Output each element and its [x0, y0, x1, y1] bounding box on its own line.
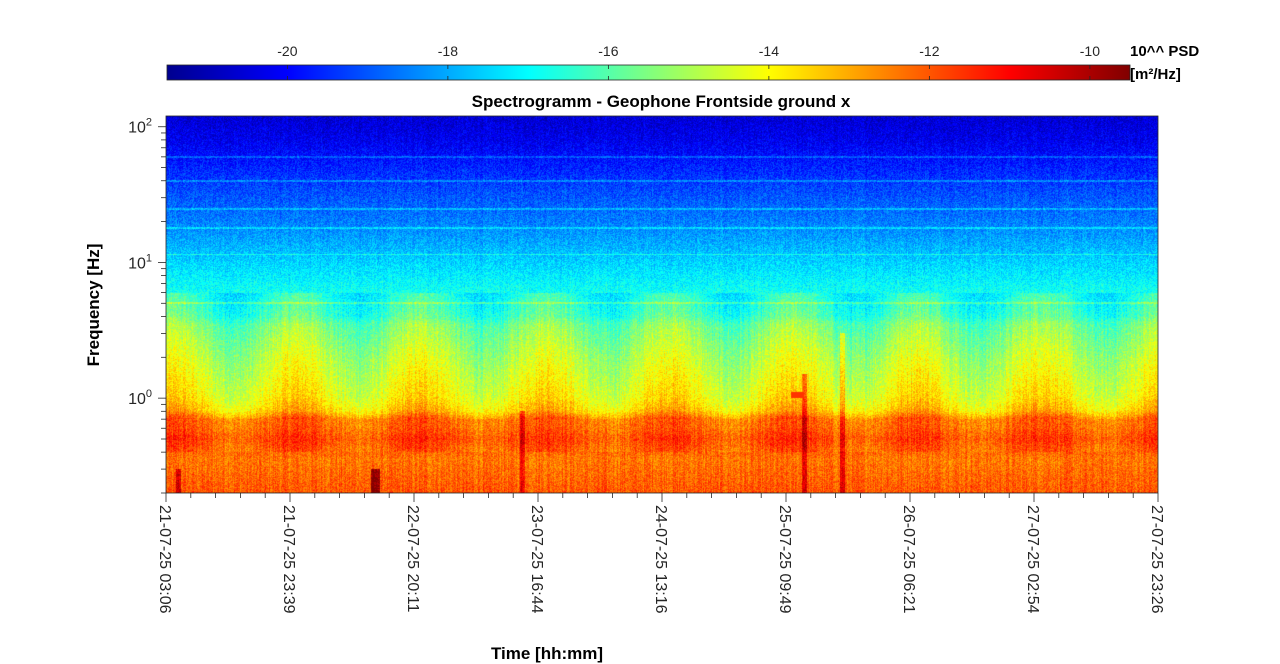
chart-title: Spectrogramm - Geophone Frontside ground…	[472, 92, 851, 111]
x-tick-label: 23-07-25 16:44	[528, 505, 545, 614]
x-tick-label: 24-07-25 13:16	[652, 505, 669, 614]
spectrogram-image-wrapper	[166, 116, 1158, 493]
x-tick-label: 27-07-25 23:26	[1148, 505, 1165, 614]
x-tick-label: 26-07-25 06:21	[900, 505, 917, 614]
y-tick-label: 102	[128, 117, 152, 137]
x-axis-label: Time [hh:mm]	[491, 644, 603, 663]
colorbar-unit-line2: [m²/Hz]	[1130, 66, 1181, 83]
y-tick-label: 100	[128, 388, 152, 408]
x-tick-label: 27-07-25 02:54	[1024, 505, 1041, 614]
colorbar-tick-label: -10	[1080, 43, 1100, 59]
spectrogram-image	[166, 116, 1158, 493]
x-axis: 21-07-25 03:06 21-07-25 23:39 22-07-25 20:…	[156, 493, 1165, 614]
x-tick-label: 21-07-25 23:39	[280, 505, 297, 614]
colorbar-ticks: -20 -18 -16 -14 -12 -10	[277, 43, 1100, 80]
colorbar-tick-label: -12	[919, 43, 939, 59]
colorbar-gradient	[166, 64, 1131, 81]
x-tick-label: 22-07-25 20:11	[404, 505, 421, 612]
colorbar-tick-label: -16	[598, 43, 618, 59]
x-tick-label: 25-07-25 09:49	[776, 505, 793, 614]
colorbar-unit-line1: 10^^ PSD	[1130, 43, 1199, 60]
colorbar-tick-label: -14	[759, 43, 779, 59]
colorbar: -20 -18 -16 -14 -12 -10 10^^ PSD [m²/Hz]	[166, 43, 1199, 83]
colorbar-tick-label: -18	[438, 43, 458, 59]
colorbar-tick-label: -20	[277, 43, 297, 59]
y-axis: 102 101 100	[128, 117, 166, 494]
x-tick-label: 21-07-25 03:06	[156, 505, 173, 614]
y-tick-label: 101	[128, 252, 152, 272]
y-axis-label: Frequency [Hz]	[84, 244, 103, 367]
plot-area	[165, 115, 1159, 494]
